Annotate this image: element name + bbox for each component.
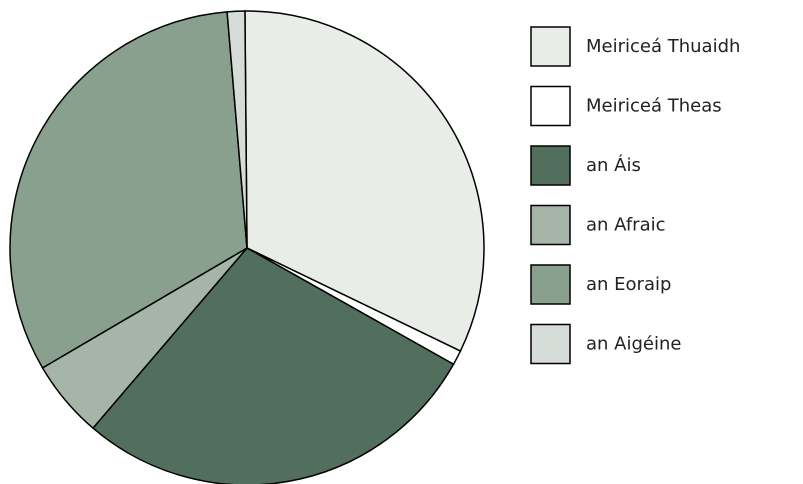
legend-swatch [530, 145, 571, 186]
legend-label: an Eoraip [586, 274, 671, 295]
legend-swatch [530, 204, 571, 246]
legend-label: Meiriceá Thuaidh [586, 36, 740, 57]
legend-swatch [530, 323, 571, 365]
legend-label: an Aigéine [586, 334, 681, 355]
legend-swatch [530, 26, 571, 67]
legend-label: Meiriceá Theas [586, 96, 722, 117]
pie-slice [91, 247, 455, 484]
pie-slice [9, 11, 248, 369]
pie-slice [244, 10, 485, 353]
legend-label: an Afraic [586, 215, 666, 236]
legend-swatch [530, 85, 571, 127]
legend-swatch [530, 264, 571, 305]
pie-slice [226, 10, 248, 249]
legend-label: an Áis [586, 154, 641, 176]
